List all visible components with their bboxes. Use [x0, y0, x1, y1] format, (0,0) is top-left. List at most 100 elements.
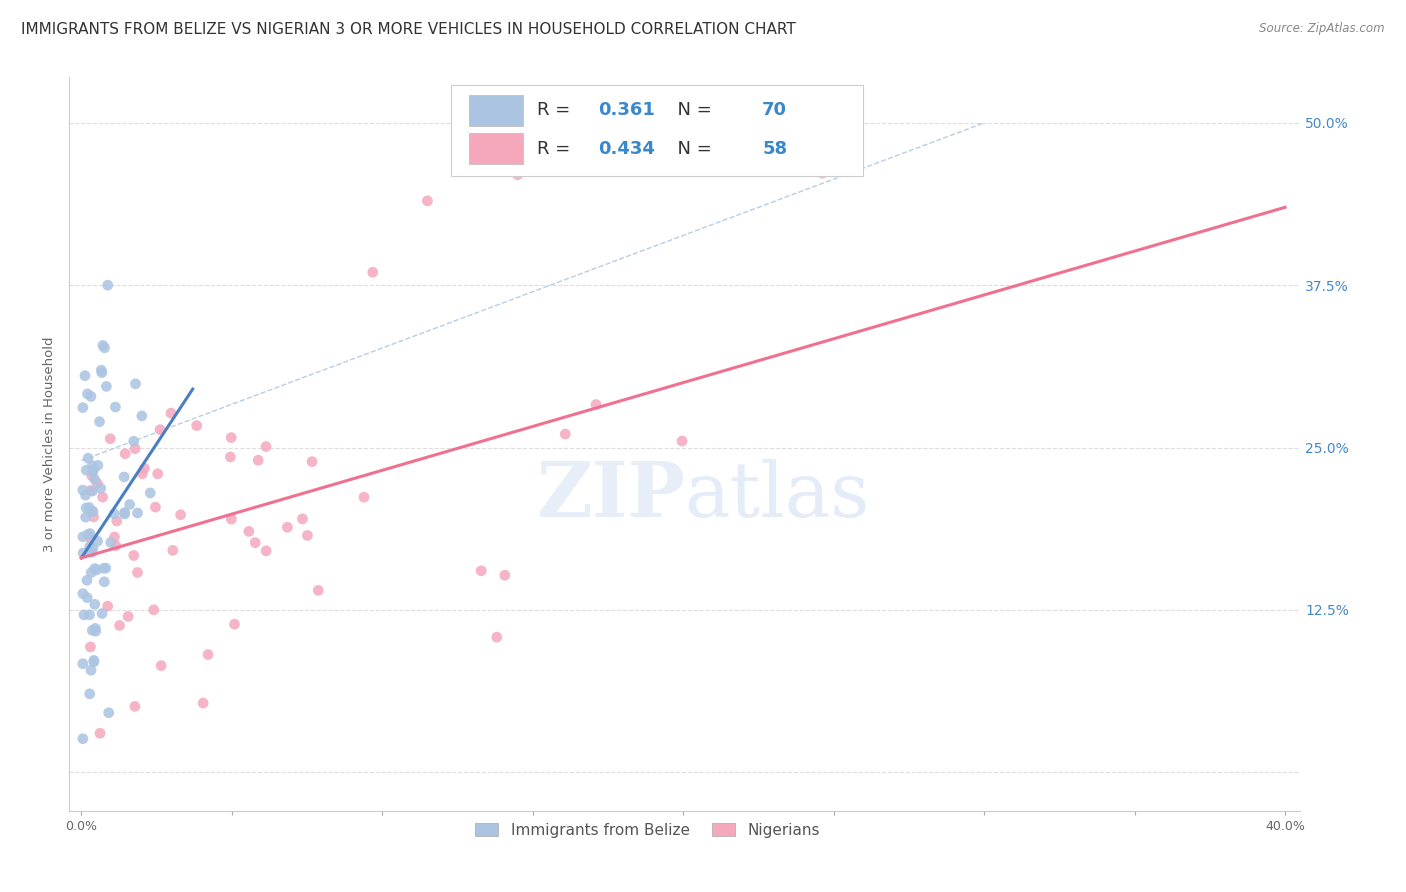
Point: [77, 451, 100, 466]
Point: [80, 389, 103, 403]
Point: [197, 648, 219, 662]
Point: [671, 434, 693, 448]
Point: [247, 453, 270, 467]
Point: [124, 699, 146, 714]
Point: [291, 512, 314, 526]
Point: [79, 531, 101, 545]
Text: R =: R =: [537, 102, 576, 120]
Point: [150, 658, 173, 673]
Point: [79, 687, 101, 701]
Point: [297, 528, 319, 542]
Point: [87, 458, 110, 473]
Point: [82, 504, 104, 518]
Point: [108, 618, 131, 632]
Point: [238, 524, 260, 539]
Point: [224, 617, 246, 632]
Point: [83, 561, 105, 575]
FancyBboxPatch shape: [470, 133, 523, 164]
Point: [72, 731, 94, 746]
Point: [97, 706, 120, 720]
Point: [86, 534, 108, 549]
Point: [86, 476, 108, 491]
Point: [307, 583, 329, 598]
Point: [122, 549, 145, 563]
Point: [118, 498, 141, 512]
Point: [96, 379, 118, 393]
Point: [93, 561, 115, 575]
Point: [77, 500, 100, 515]
Point: [80, 566, 103, 580]
Text: N =: N =: [666, 140, 717, 158]
Point: [416, 194, 439, 208]
Point: [72, 657, 94, 671]
Point: [97, 599, 120, 614]
Point: [134, 461, 156, 475]
Point: [219, 450, 242, 464]
Point: [83, 653, 105, 667]
Point: [112, 470, 135, 484]
Point: [75, 488, 97, 502]
Point: [186, 418, 208, 433]
Point: [353, 490, 375, 504]
Legend: Immigrants from Belize, Nigerians: Immigrants from Belize, Nigerians: [470, 816, 827, 844]
Point: [82, 541, 104, 555]
Point: [90, 481, 112, 495]
Point: [131, 409, 153, 423]
Point: [254, 440, 277, 454]
Text: R =: R =: [537, 140, 576, 158]
Point: [114, 506, 136, 520]
Point: [82, 465, 104, 479]
Point: [162, 543, 184, 558]
Point: [103, 530, 125, 544]
Point: [82, 484, 104, 499]
Point: [117, 609, 139, 624]
Point: [89, 726, 111, 740]
Text: N =: N =: [666, 102, 717, 120]
Point: [86, 563, 108, 577]
Point: [361, 265, 384, 279]
Point: [79, 540, 101, 554]
Point: [160, 406, 183, 420]
Point: [83, 463, 105, 477]
Point: [83, 655, 105, 669]
Point: [124, 376, 146, 391]
Text: Source: ZipAtlas.com: Source: ZipAtlas.com: [1260, 22, 1385, 36]
Point: [98, 432, 121, 446]
Point: [104, 539, 127, 553]
Point: [301, 455, 323, 469]
Point: [276, 520, 298, 534]
Point: [243, 535, 266, 549]
Point: [77, 527, 100, 541]
Y-axis label: 3 or more Vehicles in Household: 3 or more Vehicles in Household: [44, 336, 56, 552]
Point: [122, 434, 145, 449]
Point: [83, 509, 105, 524]
Point: [79, 526, 101, 541]
Point: [72, 530, 94, 544]
Point: [124, 442, 146, 456]
Point: [72, 587, 94, 601]
Point: [131, 467, 153, 481]
Point: [76, 591, 98, 605]
Point: [91, 607, 114, 621]
Point: [127, 566, 149, 580]
Point: [105, 514, 128, 528]
Point: [104, 400, 127, 414]
Point: [585, 398, 607, 412]
Point: [91, 490, 114, 504]
Point: [169, 508, 191, 522]
Text: atlas: atlas: [685, 458, 870, 533]
Point: [75, 463, 97, 477]
Point: [219, 431, 242, 445]
Point: [80, 663, 103, 677]
FancyBboxPatch shape: [470, 95, 523, 126]
Point: [79, 483, 101, 498]
Point: [80, 469, 103, 483]
Point: [114, 447, 136, 461]
Point: [470, 564, 492, 578]
Point: [94, 561, 117, 575]
Point: [103, 507, 125, 521]
Point: [90, 366, 112, 380]
Point: [93, 574, 115, 589]
Point: [146, 467, 169, 481]
Point: [145, 500, 167, 515]
